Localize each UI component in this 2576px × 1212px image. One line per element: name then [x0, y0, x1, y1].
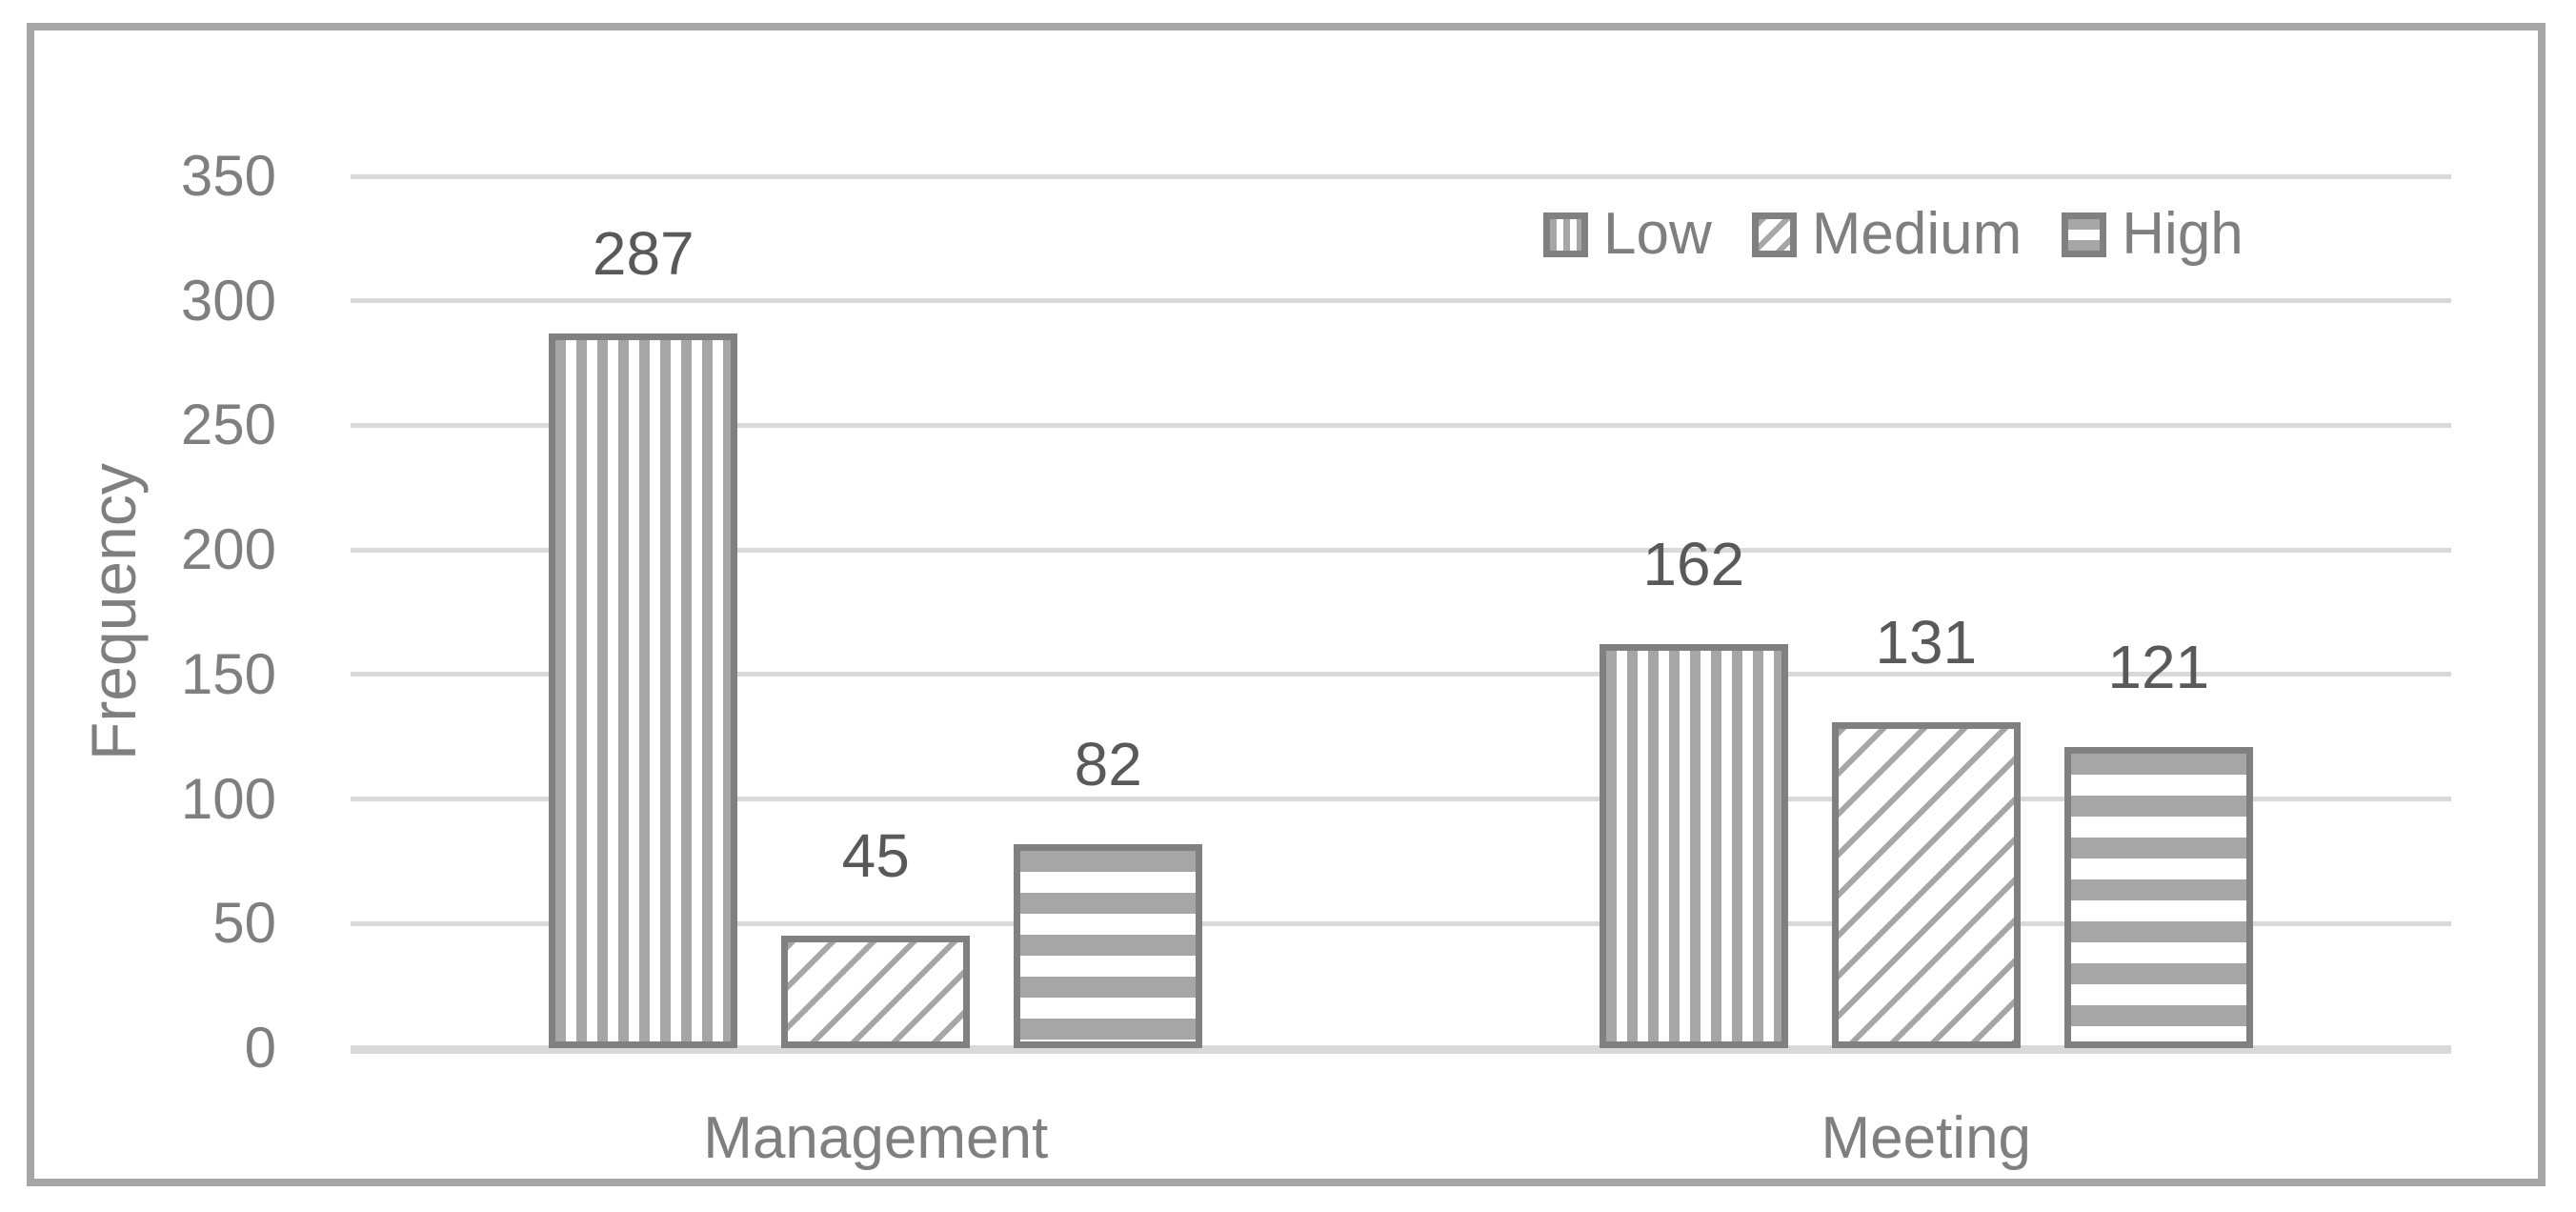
y-tick-100: 100: [180, 766, 276, 831]
gridline-0: [351, 1045, 2451, 1054]
y-tick-250: 250: [180, 393, 276, 457]
gridline-250: [351, 422, 2451, 428]
bar-management-high: [1014, 844, 1203, 1048]
data-label-management-low: 287: [592, 219, 694, 288]
vertical-stripes-swatch-icon: [1543, 212, 1588, 257]
x-axis-labels: Management Meeting: [0, 1105, 2576, 1172]
bar-meeting-medium: [1831, 722, 2021, 1048]
gridline-200: [351, 547, 2451, 553]
legend-label-high: High: [2122, 201, 2244, 267]
data-label-meeting-high: 121: [2107, 633, 2210, 701]
y-tick-350: 350: [180, 144, 276, 208]
bar-meeting-high: [2063, 747, 2253, 1048]
y-tick-300: 300: [180, 268, 276, 333]
x-label-management: Management: [703, 1105, 1049, 1171]
gridline-300: [351, 298, 2451, 304]
y-tick-50: 50: [212, 891, 276, 956]
y-axis-tick-labels: 0 50 100 150 200 250 300 350: [0, 144, 276, 1080]
legend-item-high: High: [2062, 205, 2244, 264]
gridline-50: [351, 920, 2451, 926]
bar-meeting-low: [1599, 644, 1788, 1048]
chart-frame: Frequency 0 50 100 150 200 250 300 350 287 45 82 1…: [27, 23, 2546, 1186]
data-label-management-medium: 45: [841, 821, 910, 890]
y-tick-0: 0: [244, 1016, 276, 1080]
x-label-meeting: Meeting: [1821, 1105, 2032, 1171]
data-label-meeting-medium: 131: [1875, 608, 1978, 677]
y-tick-150: 150: [180, 641, 276, 706]
y-tick-200: 200: [180, 517, 276, 582]
legend-item-medium: Medium: [1751, 201, 2023, 267]
gridline-350: [351, 173, 2451, 179]
diagonal-hatch-swatch-icon: [1751, 212, 1797, 257]
horizontal-stripes-swatch-icon: [2062, 212, 2107, 257]
legend-item-low: Low: [1543, 205, 1712, 264]
legend-label-medium: Medium: [1811, 201, 2023, 267]
legend: Low Medium High: [1543, 205, 2244, 264]
bar-management-low: [549, 333, 738, 1048]
legend-label-low: Low: [1603, 201, 1712, 267]
gridline-100: [351, 797, 2451, 802]
plot-area: 287 45 82 162 131 121: [351, 173, 2451, 1054]
bar-management-medium: [781, 936, 971, 1048]
data-label-meeting-low: 162: [1642, 530, 1745, 598]
gridline-150: [351, 672, 2451, 677]
data-label-management-high: 82: [1074, 730, 1142, 798]
